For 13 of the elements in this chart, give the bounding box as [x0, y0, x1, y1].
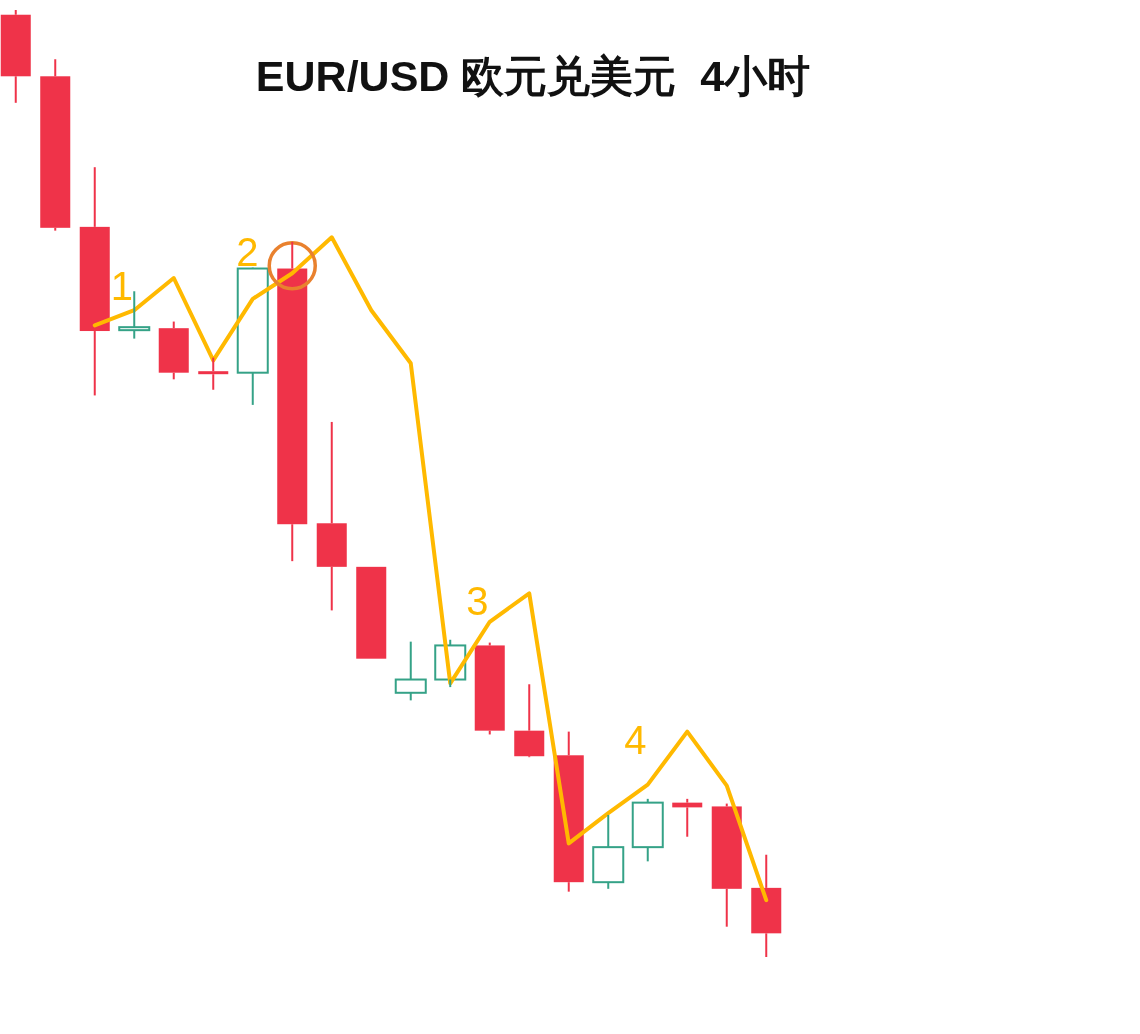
candlestick [198, 356, 229, 391]
candlestick [277, 241, 308, 563]
candlestick [631, 797, 664, 863]
candlestick [79, 166, 110, 397]
text: EUR/USD 欧元兑美元 4小时 [255, 52, 811, 100]
candlestick [316, 420, 347, 612]
candlestick [514, 683, 545, 757]
candlestick [236, 267, 269, 406]
candlestick [158, 320, 189, 381]
candlestick [751, 853, 782, 958]
candlestick [394, 640, 427, 702]
candlestick [592, 813, 625, 890]
candlestick [0, 9, 31, 104]
